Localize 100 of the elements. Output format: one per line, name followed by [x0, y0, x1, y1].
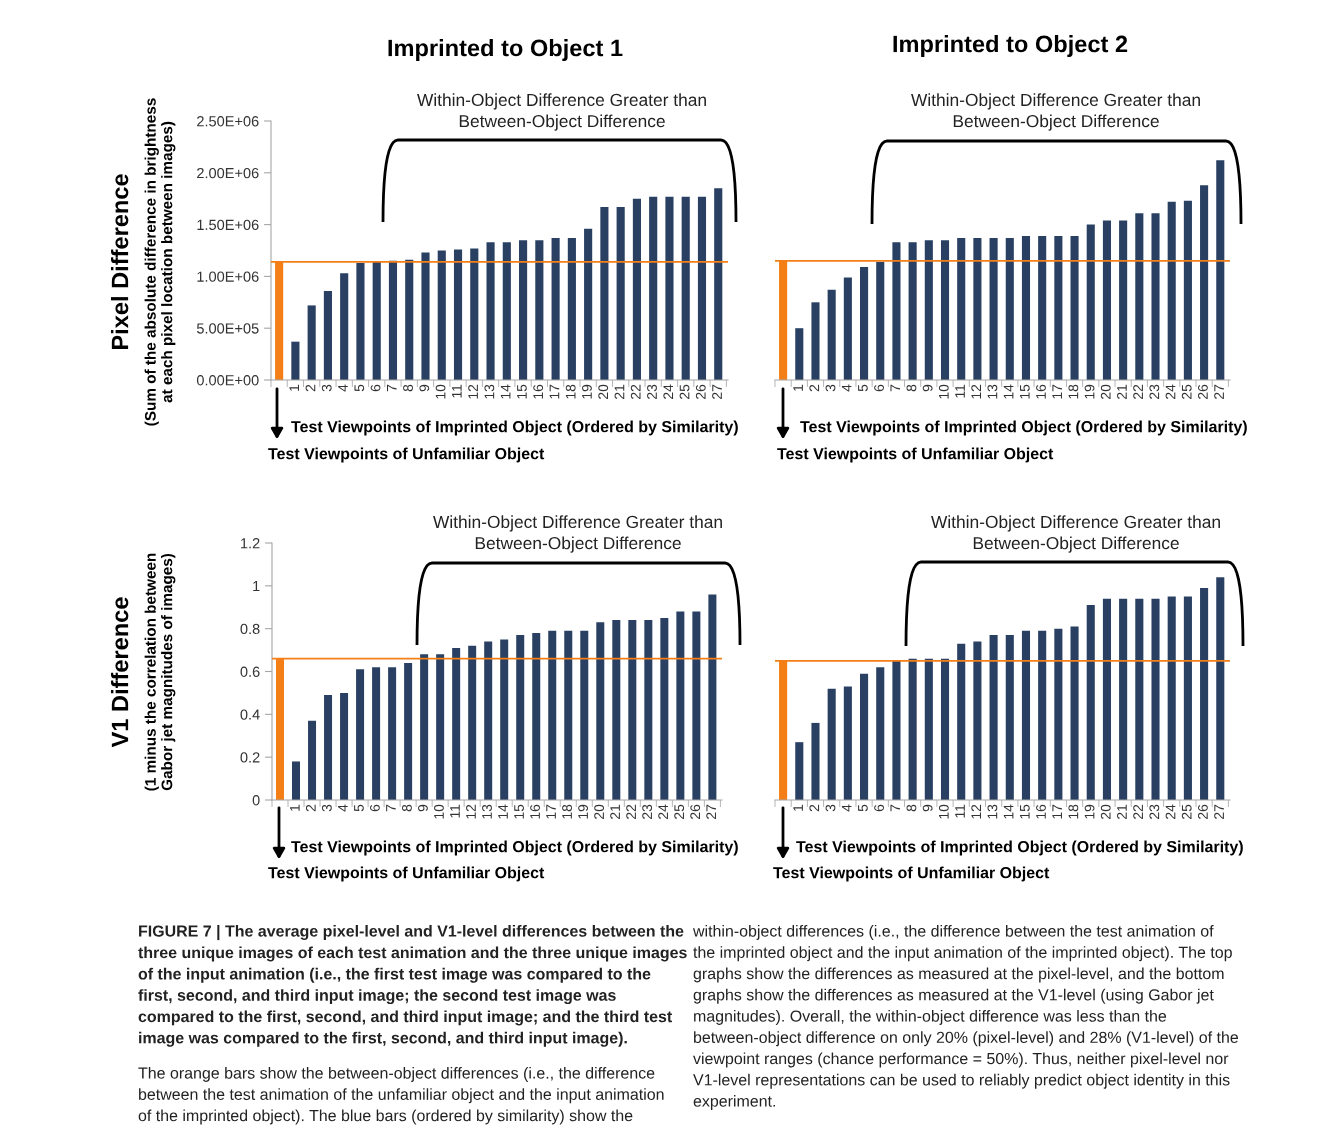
bar: [1200, 185, 1209, 380]
bar: [468, 645, 477, 800]
x-tick-label: 16: [1036, 384, 1046, 399]
bar: [470, 248, 479, 380]
x-tick-label: 23: [642, 804, 653, 819]
text: Test Viewpoints of Unfamiliar Object: [773, 866, 1050, 882]
x-tick-label: 4: [338, 804, 348, 812]
x-tick-label: 20: [598, 384, 609, 399]
x-axis-title: Test Viewpoints of Imprinted Object (Ordered by Similarity): [800, 420, 1247, 436]
bar: [1151, 213, 1160, 380]
bar: [535, 240, 544, 380]
bar: [1167, 201, 1176, 380]
x-tick-label: 22: [626, 804, 636, 819]
bar: [421, 252, 430, 380]
x-tick-label: 6: [369, 804, 380, 812]
x-tick-label: 17: [1052, 804, 1062, 819]
bar: [453, 249, 463, 380]
x-axis-title: Test Viewpoints of Imprinted Object (Ordered by Similarity): [291, 840, 738, 856]
x-tick-label: 13: [987, 804, 998, 819]
bar: [649, 196, 658, 380]
bar: [564, 630, 573, 800]
x-tick-label: 9: [922, 804, 933, 812]
x-tick-label: 17: [549, 384, 560, 399]
bar: [660, 617, 669, 800]
bar: [436, 654, 445, 800]
bar: [580, 630, 589, 800]
bar: [519, 240, 528, 380]
x-tick-label: 18: [1068, 804, 1079, 819]
bar: [292, 761, 301, 800]
x-tick-label: 23: [1149, 804, 1160, 819]
bar: [486, 242, 495, 380]
bar: [323, 290, 332, 380]
bar: [452, 647, 461, 800]
x-tick-label: 3: [321, 804, 332, 812]
x-tick-label: 22: [1133, 384, 1143, 399]
bar: [372, 667, 381, 800]
bar: [1021, 630, 1031, 800]
x-tick-label: 12: [971, 804, 981, 819]
x-tick-label: 27: [1214, 384, 1224, 399]
x-tick-label: 19: [582, 384, 592, 399]
bar: [372, 261, 381, 380]
bar: [308, 720, 317, 800]
bar: [600, 206, 609, 380]
x-tick-label: 6: [874, 384, 884, 392]
bar: [437, 250, 446, 380]
x-tick-label: 11: [450, 804, 460, 818]
bar: [665, 196, 674, 380]
bar: [1216, 160, 1225, 380]
y-tick-label: 1.2: [241, 538, 260, 549]
bar: [532, 632, 541, 800]
bar: [843, 686, 852, 800]
bar: [1102, 598, 1111, 800]
bar: [420, 654, 429, 800]
text: The orange bars show the between-object differences (i.e., the difference between the test animation of the unfamiliar object and the input animation of the imprinted object). The blue bars (ordered by similarity) show the: [138, 1067, 664, 1125]
y-tick-label: 1.50E+06: [197, 219, 259, 231]
x-tick-label: 23: [647, 384, 657, 399]
x-tick-label: 18: [1068, 384, 1079, 399]
bar: [795, 742, 804, 800]
bar: [404, 662, 413, 800]
bar: [957, 238, 966, 380]
x-tick-label: 20: [594, 804, 605, 819]
y-tick-label: 5.00E+05: [196, 323, 259, 334]
x-tick-label: 8: [906, 804, 917, 812]
x-tick-label: 19: [1084, 384, 1095, 399]
bar: [1086, 605, 1095, 800]
x-tick-label: 21: [1117, 804, 1127, 819]
bar: [940, 240, 950, 380]
bar: [876, 667, 885, 800]
x-tick-label: 15: [517, 384, 527, 399]
bar: [1038, 236, 1047, 380]
x-tick-label: 11: [452, 384, 462, 398]
bar: [708, 594, 717, 800]
bar: [940, 658, 950, 800]
bar: [1183, 596, 1192, 800]
x-tick-label: 19: [1084, 804, 1095, 819]
x-tick-label: 22: [630, 384, 641, 399]
x-tick-label: 14: [500, 384, 511, 399]
x-tick-label: 9: [922, 384, 933, 392]
annotation: Within-Object Difference Greater than Between-Object Difference: [931, 515, 1220, 553]
x-tick-label: 14: [1003, 384, 1014, 399]
x-tick-label: 2: [305, 384, 316, 392]
x-tick-label: 9: [418, 804, 428, 812]
y-axis-title: Pixel Difference (Sum of the absolute difference in brightness at each pixel location between images): [111, 98, 176, 426]
x-tick-label: 21: [1117, 384, 1127, 399]
bar: [827, 289, 836, 380]
y-tick-label: 2.50E+06: [197, 116, 259, 127]
x-axis-title: Test Viewpoints of Imprinted Object (Ordered by Similarity): [796, 840, 1243, 856]
x-tick-label: 22: [1133, 804, 1143, 819]
x-tick-label: 27: [706, 804, 716, 819]
bar: [484, 641, 493, 800]
x-tick-label: 11: [955, 384, 965, 398]
x-tick-label: 7: [890, 804, 901, 812]
bar: [612, 620, 621, 800]
x-tick-label: 21: [614, 384, 625, 399]
x-tick-label: 5: [354, 384, 365, 392]
bar: [551, 238, 560, 380]
x-tick-label: 3: [321, 384, 332, 392]
x-tick-label: 12: [466, 804, 476, 819]
bar: [356, 262, 365, 380]
x-tick-label: 16: [533, 384, 544, 399]
